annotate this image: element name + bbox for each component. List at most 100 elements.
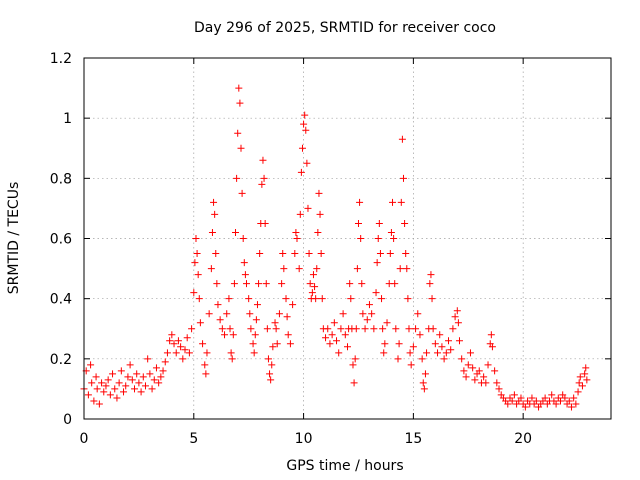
- data-point: [301, 111, 309, 119]
- data-point: [532, 397, 540, 405]
- data-point: [434, 349, 442, 357]
- data-point: [581, 370, 589, 378]
- data-point: [263, 325, 271, 333]
- data-point: [376, 250, 384, 258]
- data-point: [262, 280, 270, 288]
- data-point: [316, 210, 324, 218]
- data-point: [172, 349, 180, 357]
- data-point: [218, 325, 226, 333]
- data-point: [349, 361, 357, 369]
- data-point: [230, 280, 238, 288]
- data-point: [357, 235, 365, 242]
- data-point: [330, 319, 338, 327]
- data-point: [126, 361, 134, 369]
- data-points: [80, 84, 591, 411]
- data-point: [375, 219, 383, 227]
- y-tick-label: 0.6: [50, 232, 72, 248]
- data-point: [100, 388, 108, 396]
- data-point: [249, 340, 257, 348]
- data-point: [317, 250, 325, 258]
- data-point: [398, 135, 406, 143]
- data-point: [493, 379, 501, 387]
- x-tick-label: 15: [404, 431, 422, 447]
- data-point: [469, 364, 477, 372]
- data-point: [454, 319, 462, 327]
- data-point: [207, 265, 215, 273]
- data-point: [283, 313, 291, 321]
- data-point: [404, 295, 412, 303]
- data-point: [188, 325, 196, 333]
- data-point: [383, 319, 391, 327]
- data-point: [128, 376, 136, 384]
- data-point: [250, 349, 258, 357]
- data-point: [574, 388, 582, 396]
- data-point: [552, 400, 560, 408]
- data-point: [438, 343, 446, 351]
- data-point: [428, 295, 436, 303]
- data-point: [471, 376, 479, 384]
- data-point: [133, 370, 141, 378]
- data-point: [193, 250, 201, 258]
- data-point: [570, 394, 578, 402]
- data-point: [302, 126, 310, 134]
- data-point: [528, 394, 536, 402]
- data-point: [572, 400, 580, 408]
- y-tick-label: 0: [63, 412, 72, 428]
- data-point: [245, 295, 253, 303]
- data-point: [240, 259, 248, 267]
- data-point: [403, 265, 411, 273]
- data-point: [267, 376, 275, 384]
- data-point: [95, 400, 103, 408]
- data-point: [115, 379, 123, 387]
- data-point: [104, 376, 112, 384]
- x-tick-label: 5: [189, 431, 198, 447]
- data-point: [326, 340, 334, 348]
- data-point: [333, 337, 341, 345]
- data-point: [137, 388, 145, 396]
- data-point: [131, 385, 139, 393]
- data-point: [548, 391, 556, 399]
- y-tick-label: 1.2: [50, 51, 72, 67]
- data-point: [414, 310, 422, 318]
- data-point: [314, 228, 322, 236]
- data-point: [436, 331, 444, 339]
- data-point: [304, 204, 312, 212]
- data-point: [556, 397, 564, 405]
- data-point: [386, 250, 394, 258]
- data-point: [339, 310, 347, 318]
- data-point: [412, 325, 420, 333]
- data-point: [305, 250, 313, 258]
- y-tick-label: 0.8: [50, 171, 72, 187]
- data-point: [260, 174, 268, 182]
- data-point: [92, 373, 100, 381]
- data-point: [488, 343, 496, 351]
- data-point: [356, 198, 364, 206]
- data-point: [268, 361, 276, 369]
- data-point: [295, 265, 303, 273]
- data-point: [423, 349, 431, 357]
- data-point: [196, 319, 204, 327]
- data-point: [141, 382, 149, 390]
- data-point: [504, 400, 512, 408]
- data-point: [236, 99, 244, 107]
- data-point: [392, 325, 400, 333]
- data-point: [191, 259, 199, 267]
- x-tick-label: 10: [295, 431, 313, 447]
- data-point: [278, 280, 286, 288]
- data-point: [402, 250, 410, 258]
- data-point: [124, 373, 132, 381]
- data-point: [185, 349, 193, 357]
- data-point: [347, 295, 355, 303]
- data-point: [211, 210, 219, 218]
- data-point: [421, 370, 429, 378]
- data-point: [279, 250, 287, 258]
- data-point: [241, 271, 249, 279]
- data-point: [280, 265, 288, 273]
- data-point: [517, 394, 525, 402]
- data-point: [462, 373, 470, 381]
- y-axis-label: SRMTID / TECUs: [6, 182, 22, 295]
- data-point: [451, 313, 459, 321]
- data-point: [264, 355, 272, 363]
- data-point: [146, 370, 154, 378]
- data-point: [266, 370, 274, 378]
